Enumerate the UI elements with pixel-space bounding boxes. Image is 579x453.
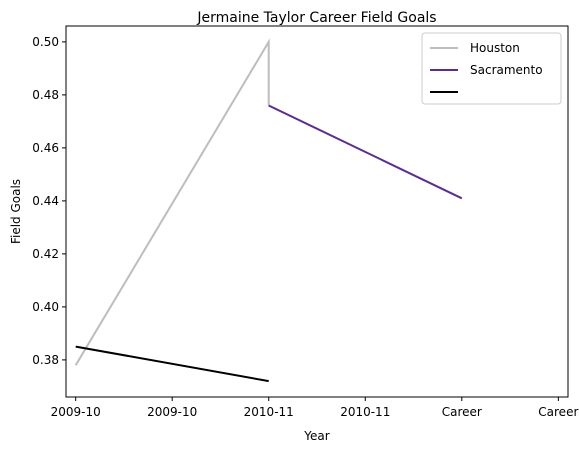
y-tick-label: 0.38 — [32, 353, 59, 367]
y-axis: 0.38 0.40 0.42 0.44 0.46 0.48 0.50 — [32, 35, 66, 367]
legend: Houston Sacramento — [421, 32, 562, 105]
series-line-sacramento — [268, 104, 463, 200]
x-axis-title: Year — [303, 429, 329, 443]
series-line-houston — [74, 38, 270, 366]
x-tick-label: Career — [538, 405, 578, 419]
x-tick-label: 2009-10 — [51, 405, 101, 419]
y-tick-label: 0.46 — [32, 141, 59, 155]
y-tick-label: 0.50 — [32, 35, 59, 49]
y-tick-label: 0.42 — [32, 247, 59, 261]
legend-label: Houston — [470, 41, 520, 55]
plot-frame — [65, 25, 569, 398]
y-tick-label: 0.44 — [32, 194, 59, 208]
x-tick-label: 2009-10 — [147, 405, 197, 419]
plot-series — [74, 38, 463, 383]
x-tick-label: 2010-11 — [340, 405, 390, 419]
y-axis-title: Field Goals — [9, 179, 23, 244]
x-axis: 2009-10 2009-10 2010-11 2010-11 Career Career — [51, 397, 578, 419]
x-tick-label: 2010-11 — [244, 405, 294, 419]
legend-label: Sacramento — [470, 63, 543, 77]
series-line-unlabeled-2 — [75, 345, 269, 383]
chart-title: Jermaine Taylor Career Field Goals — [196, 10, 436, 26]
legend-box — [421, 32, 562, 105]
y-tick-label: 0.48 — [32, 88, 59, 102]
x-tick-label: Career — [442, 405, 482, 419]
y-tick-label: 0.40 — [32, 300, 59, 314]
